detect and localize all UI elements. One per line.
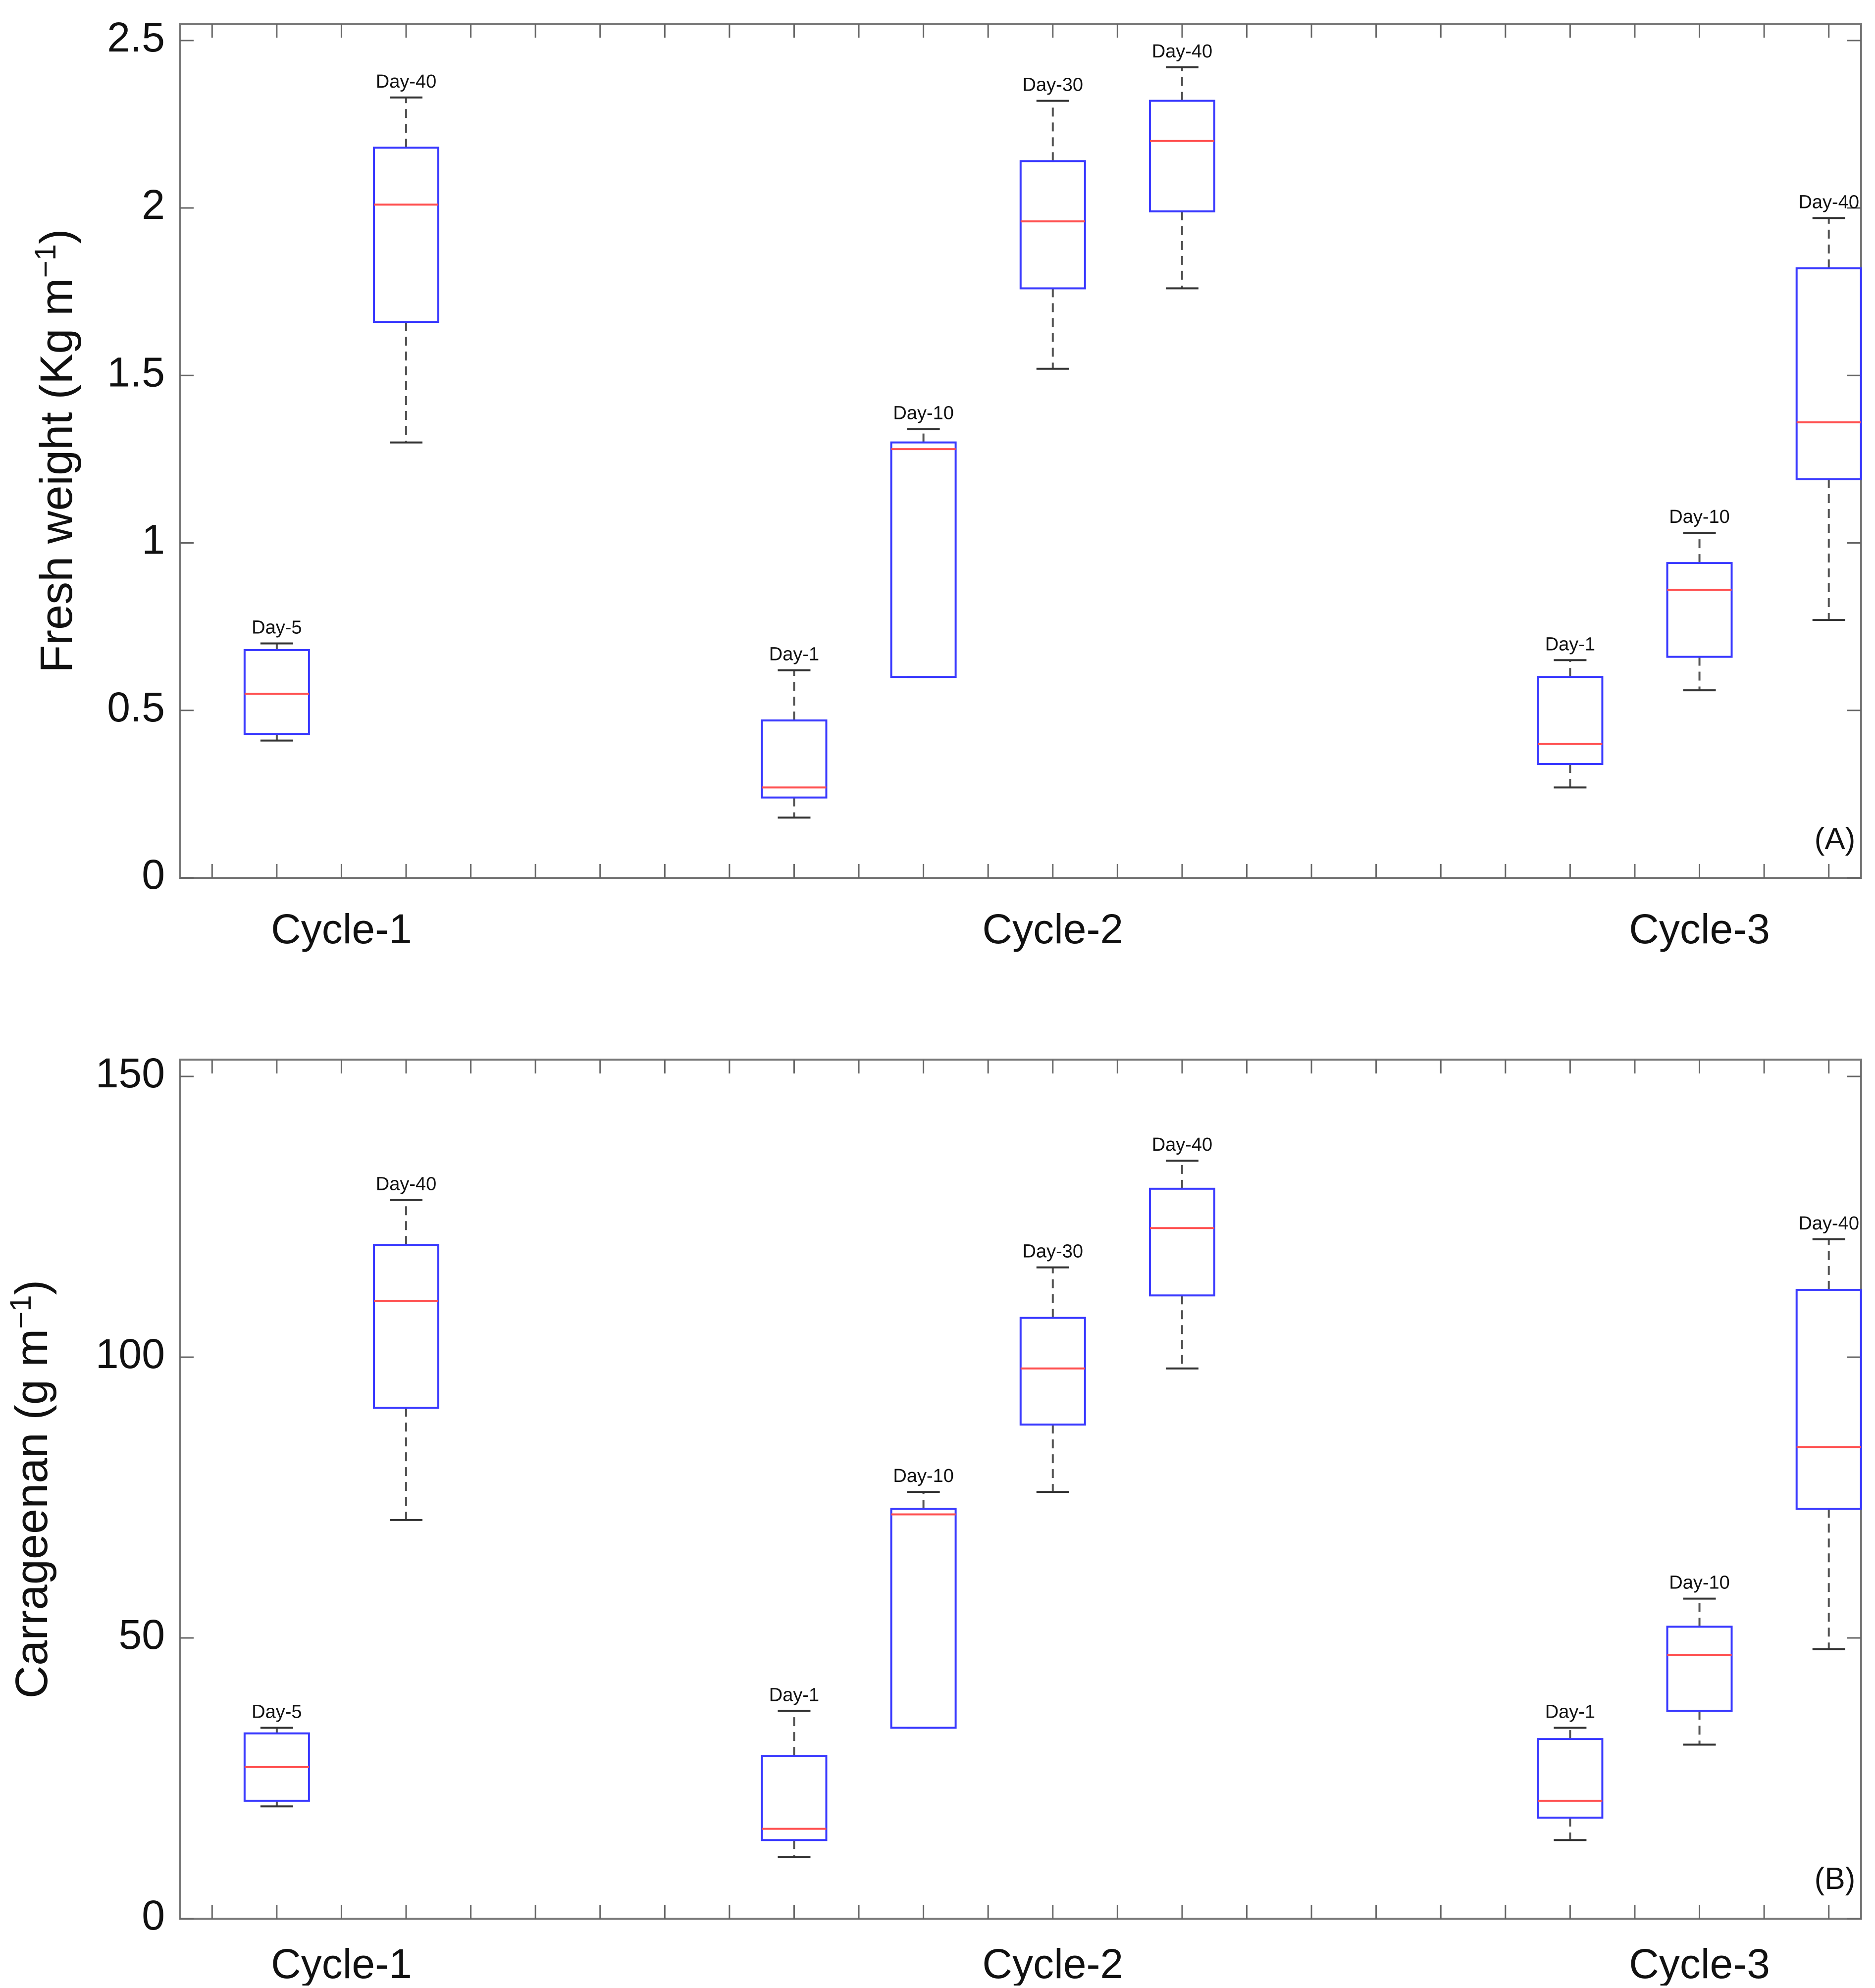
- box-iqr: [890, 1508, 957, 1729]
- box-iqr: [373, 147, 440, 323]
- box-label: Day-40: [1152, 41, 1213, 62]
- box-iqr: [1019, 160, 1086, 290]
- y-axis-label: Carrageenan (g m−1): [4, 1280, 57, 1699]
- ytick-label: 100: [96, 1330, 165, 1377]
- box-iqr: [1795, 1288, 1862, 1510]
- box-day-10: Day-10: [890, 403, 957, 678]
- ytick-label: 0: [142, 851, 165, 898]
- box-label: Day-10: [1669, 1573, 1730, 1593]
- y-axis-label-exponent: −1: [4, 1295, 37, 1328]
- box-label: Day-40: [1798, 1213, 1859, 1234]
- box-day-30: Day-30: [1019, 1241, 1086, 1493]
- ytick-label: 1: [142, 516, 165, 563]
- box-day-10: Day-10: [890, 1466, 957, 1729]
- box-day-30: Day-30: [1019, 75, 1086, 370]
- box-label: Day-5: [252, 1701, 302, 1722]
- box-iqr: [1019, 1317, 1086, 1426]
- box-iqr: [1537, 1738, 1604, 1819]
- ytick-label: 150: [96, 1050, 165, 1096]
- box-label: Day-40: [376, 71, 437, 92]
- group-label: Cycle-2: [982, 1940, 1123, 1986]
- group-label: Cycle-2: [982, 906, 1123, 952]
- box-label: Day-1: [1545, 1701, 1595, 1722]
- box-label: Day-1: [1545, 634, 1595, 655]
- box-label: Day-30: [1023, 75, 1084, 96]
- ytick-label: 0: [142, 1892, 165, 1938]
- box-day-40: Day-40: [373, 1173, 440, 1521]
- panel-a: 0 0.5 1 1.5 2 2.5 Cycle-1 Cycle-2 Cycle-3 Fresh w…: [29, 14, 1862, 952]
- ytick-label: 2.5: [107, 14, 165, 60]
- box-day-10: Day-10: [1666, 1573, 1733, 1746]
- box-iqr: [761, 719, 828, 799]
- box-iqr: [1795, 267, 1862, 481]
- box-day-10: Day-10: [1666, 507, 1733, 692]
- group-label: Cycle-1: [271, 1940, 412, 1986]
- ytick-label: 1.5: [107, 349, 165, 395]
- ytick-label: 2: [142, 181, 165, 228]
- box-day-40: Day-40: [1795, 192, 1862, 621]
- ytick-label: 0.5: [107, 684, 165, 730]
- box-day-1: Day-1: [761, 1684, 828, 1858]
- box-label: Day-40: [1152, 1134, 1213, 1155]
- box-day-40: Day-40: [1795, 1213, 1862, 1650]
- y-axis-label-close: ): [31, 229, 82, 244]
- group-label: Cycle-3: [1629, 906, 1770, 952]
- box-day-40: Day-40: [1148, 1134, 1215, 1370]
- box-label: Day-1: [769, 644, 819, 665]
- y-axis-label: Fresh weight (Kg m−1): [29, 229, 82, 673]
- box-label: Day-30: [1023, 1241, 1084, 1262]
- box-iqr: [1148, 1187, 1215, 1297]
- box-iqr: [373, 1244, 440, 1409]
- box-iqr: [1148, 100, 1215, 212]
- box-iqr: [1666, 562, 1733, 658]
- y-axis-label-close: ): [6, 1280, 57, 1295]
- box-day-40: Day-40: [1148, 41, 1215, 290]
- box-label: Day-1: [769, 1684, 819, 1705]
- box-day-5: Day-5: [243, 617, 310, 742]
- box-label: Day-40: [376, 1173, 437, 1194]
- ytick-label: 50: [119, 1611, 165, 1658]
- box-iqr: [1666, 1626, 1733, 1712]
- box-iqr: [243, 649, 310, 735]
- panel-tag: (A): [1815, 822, 1856, 856]
- box-iqr: [761, 1755, 828, 1841]
- box-day-1: Day-1: [1537, 634, 1604, 789]
- panel-tag: (B): [1815, 1862, 1856, 1896]
- box-label: Day-10: [1669, 507, 1730, 527]
- box-label: Day-10: [893, 403, 954, 424]
- box-label: Day-40: [1798, 192, 1859, 212]
- y-axis-label-text: Carrageenan (g m: [6, 1329, 57, 1699]
- panel-b: 0 50 100 150 Cycle-1 Cycle-2 Cycle-3 Carrageena…: [4, 1050, 1862, 1987]
- box-iqr: [890, 441, 957, 678]
- y-axis-label-text: Fresh weight (Kg m: [31, 278, 82, 673]
- box-label: Day-5: [252, 617, 302, 638]
- group-label: Cycle-1: [271, 906, 412, 952]
- y-axis-label-exponent: −1: [29, 244, 62, 278]
- group-label: Cycle-3: [1629, 1940, 1770, 1986]
- box-day-1: Day-1: [761, 644, 828, 819]
- plot-frame: [179, 23, 1862, 879]
- box-day-5: Day-5: [243, 1701, 310, 1808]
- box-iqr: [1537, 676, 1604, 765]
- box-day-1: Day-1: [1537, 1701, 1604, 1841]
- box-label: Day-10: [893, 1466, 954, 1486]
- box-day-40: Day-40: [373, 71, 440, 444]
